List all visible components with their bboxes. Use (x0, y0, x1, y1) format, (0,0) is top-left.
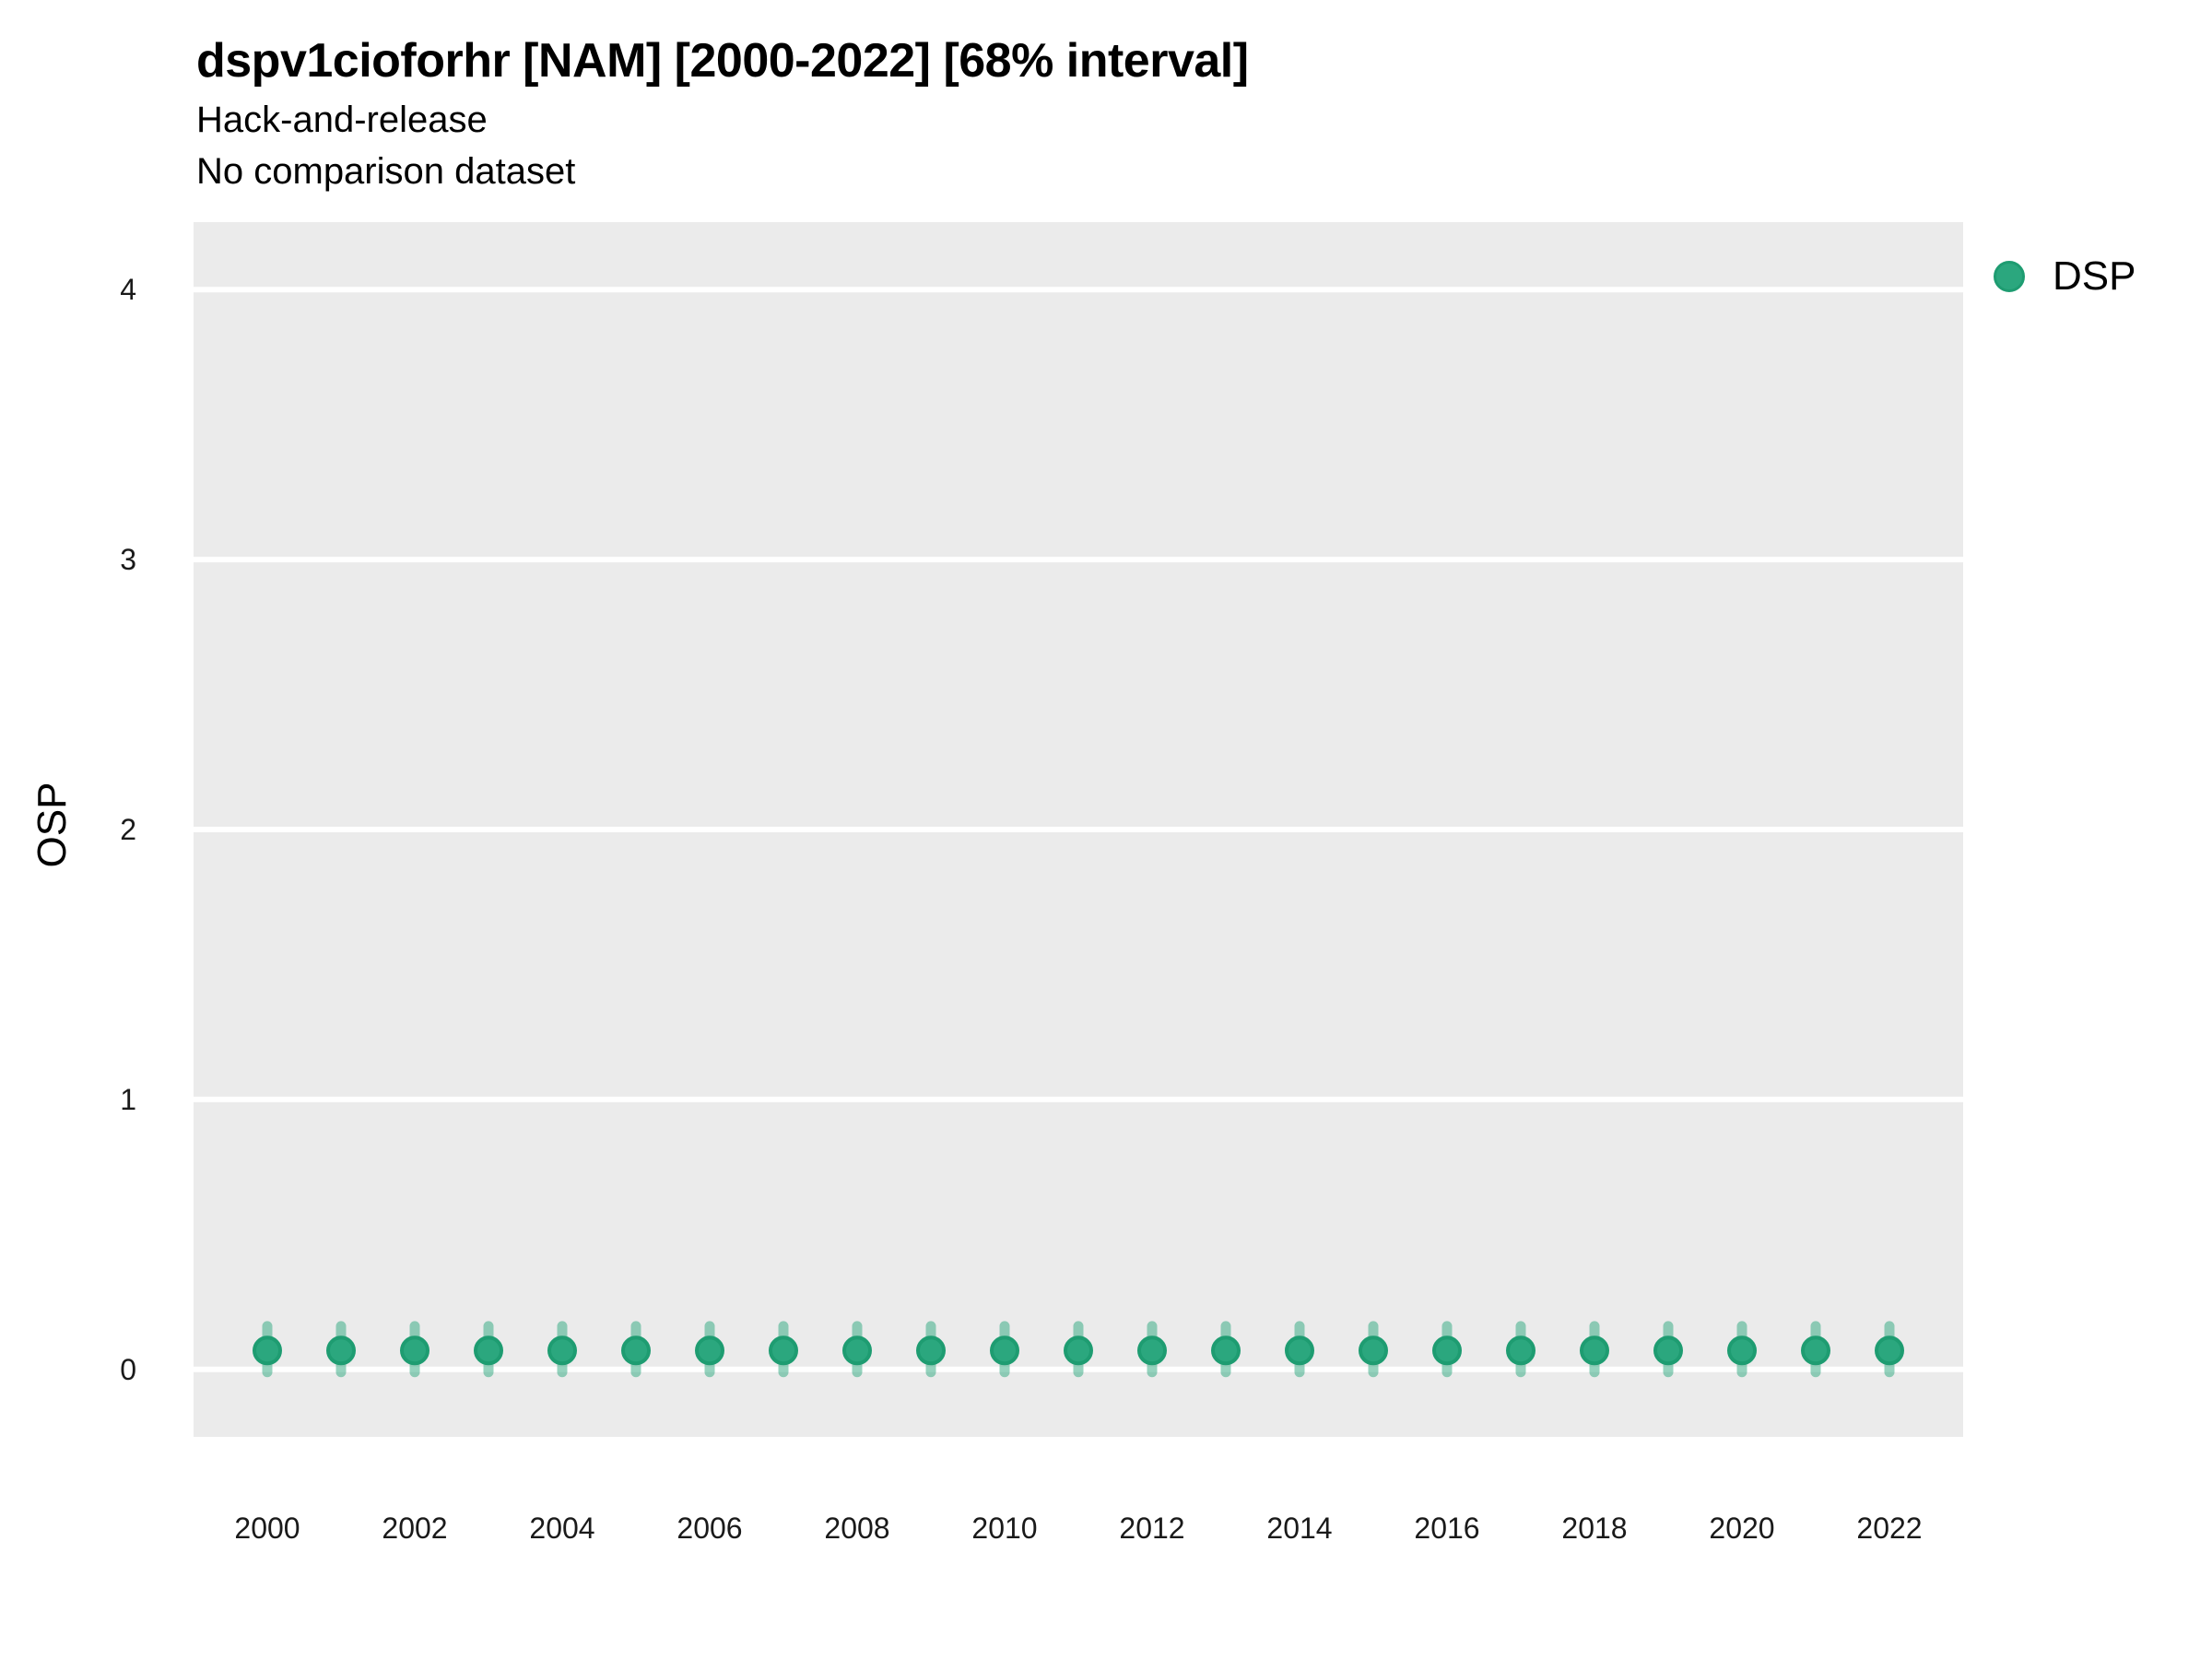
data-point (1064, 1335, 1093, 1366)
y-tick-label: 2 (120, 813, 136, 846)
data-point (769, 1335, 798, 1366)
data-point (1285, 1335, 1314, 1366)
data-point (990, 1335, 1019, 1366)
data-point (400, 1335, 429, 1366)
legend-item-label: DSP (2053, 253, 2136, 299)
data-point (1359, 1335, 1388, 1366)
data-point (621, 1335, 651, 1366)
data-point (326, 1335, 356, 1366)
data-point (1211, 1335, 1241, 1366)
data-point (695, 1335, 724, 1366)
x-tick-label: 2020 (1709, 1512, 1774, 1545)
data-point (474, 1335, 503, 1366)
y-tick-label: 0 (120, 1353, 136, 1386)
data-point (1801, 1335, 1830, 1366)
data-point (1727, 1335, 1757, 1366)
x-tick-label: 2014 (1266, 1512, 1332, 1545)
x-tick-label: 2022 (1856, 1512, 1922, 1545)
data-point (1506, 1335, 1535, 1366)
x-tick-label: 2012 (1119, 1512, 1184, 1545)
x-tick-label: 2008 (824, 1512, 889, 1545)
x-tick-label: 2004 (529, 1512, 594, 1545)
x-tick-label: 2016 (1414, 1512, 1479, 1545)
y-tick-label: 4 (120, 273, 136, 306)
y-tick-label: 1 (120, 1083, 136, 1116)
chart-subtitle: Hack-and-release (196, 100, 488, 140)
x-tick-label: 2000 (234, 1512, 300, 1545)
data-point (547, 1335, 577, 1366)
chart-note: No comparison dataset (196, 151, 576, 192)
data-point (842, 1335, 872, 1366)
data-point (1432, 1335, 1462, 1366)
x-tick-label: 2010 (971, 1512, 1037, 1545)
data-point (916, 1335, 946, 1366)
x-tick-label: 2018 (1561, 1512, 1627, 1545)
data-point (1137, 1335, 1167, 1366)
chart-title: dspv1cioforhr [NAM] [2000-2022] [68% int… (196, 34, 1249, 88)
legend-dot-icon (1994, 261, 2025, 292)
legend: DSP (1994, 256, 2136, 297)
data-point (1580, 1335, 1609, 1366)
data-point (1653, 1335, 1683, 1366)
x-tick-label: 2002 (382, 1512, 447, 1545)
data-point (1875, 1335, 1904, 1366)
x-tick-label: 2006 (677, 1512, 742, 1545)
data-point (253, 1335, 282, 1366)
y-tick-label: 3 (120, 543, 136, 576)
